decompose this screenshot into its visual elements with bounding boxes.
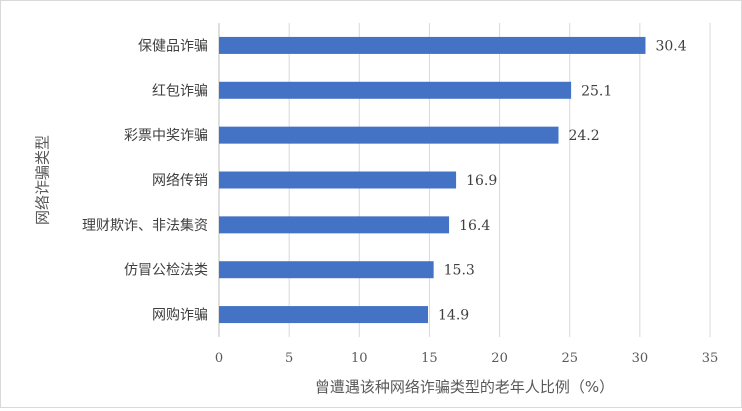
category-label: 网络传销 [152,173,208,189]
x-tick-label: 35 [702,351,719,366]
y-axis-title: 网络诈骗类型 [34,135,52,225]
bar [219,36,646,54]
x-tick-labels: 0 5 10 15 20 25 30 35 [215,351,718,366]
data-label: 14.9 [438,308,469,324]
category-label: 保健品诈骗 [138,38,208,54]
bars [219,36,646,324]
data-label: 16.9 [466,173,497,189]
x-tick-label: 30 [632,351,649,366]
data-label: 30.4 [655,38,686,54]
data-label: 25.1 [581,83,612,99]
x-tick-label: 20 [491,351,508,366]
bar [219,171,457,189]
x-tick-label: 25 [561,351,578,366]
x-axis-title: 曾遭遇该种网络诈骗类型的老年人比例（%） [315,378,614,396]
category-label: 红包诈骗 [152,83,208,99]
bar [219,81,572,99]
x-tick-label: 10 [351,351,368,366]
category-label: 理财欺诈、非法集资 [82,217,208,234]
x-tick-label: 5 [285,351,293,366]
bar [219,261,434,279]
bar [219,216,450,234]
x-tick-label: 0 [215,351,223,366]
data-labels: 30.4 25.1 24.2 16.9 16.4 15.3 14.9 [438,38,687,323]
category-label: 仿冒公检法类 [124,263,208,279]
category-label: 网购诈骗 [152,308,208,324]
bar [219,126,559,144]
x-tick-label: 15 [421,351,438,366]
data-label: 16.4 [459,218,490,234]
bar [219,306,429,324]
data-label: 24.2 [568,128,599,144]
data-label: 15.3 [444,263,475,279]
category-label: 彩票中奖诈骗 [124,127,208,144]
